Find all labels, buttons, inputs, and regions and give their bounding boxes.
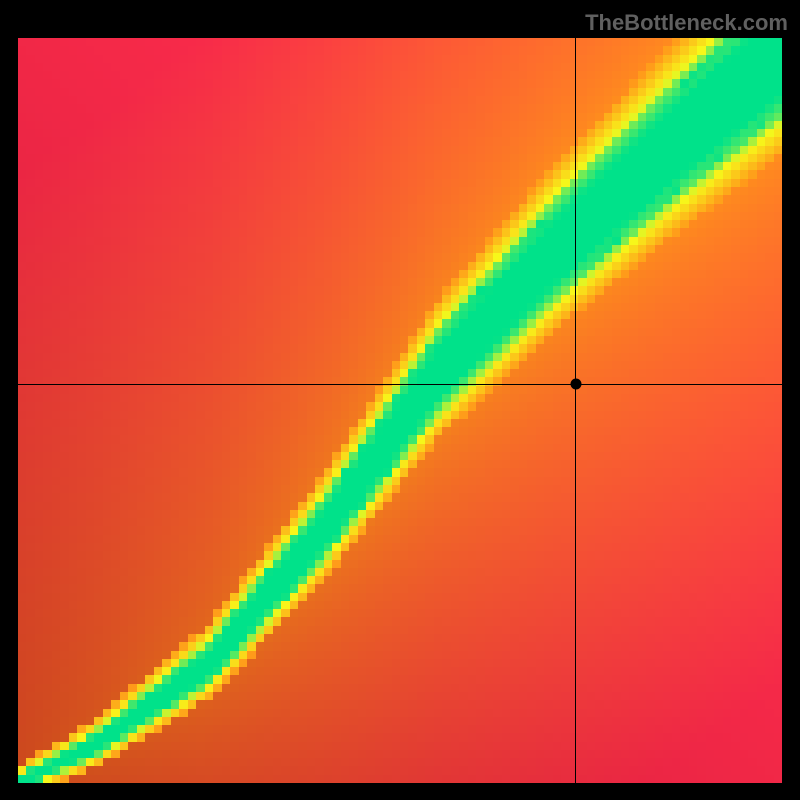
crosshair-marker: [570, 379, 581, 390]
watermark-text: TheBottleneck.com: [585, 10, 788, 36]
heatmap-canvas: [18, 38, 782, 783]
crosshair-vertical: [575, 38, 576, 783]
chart-container: TheBottleneck.com: [0, 0, 800, 800]
crosshair-horizontal: [18, 384, 782, 385]
